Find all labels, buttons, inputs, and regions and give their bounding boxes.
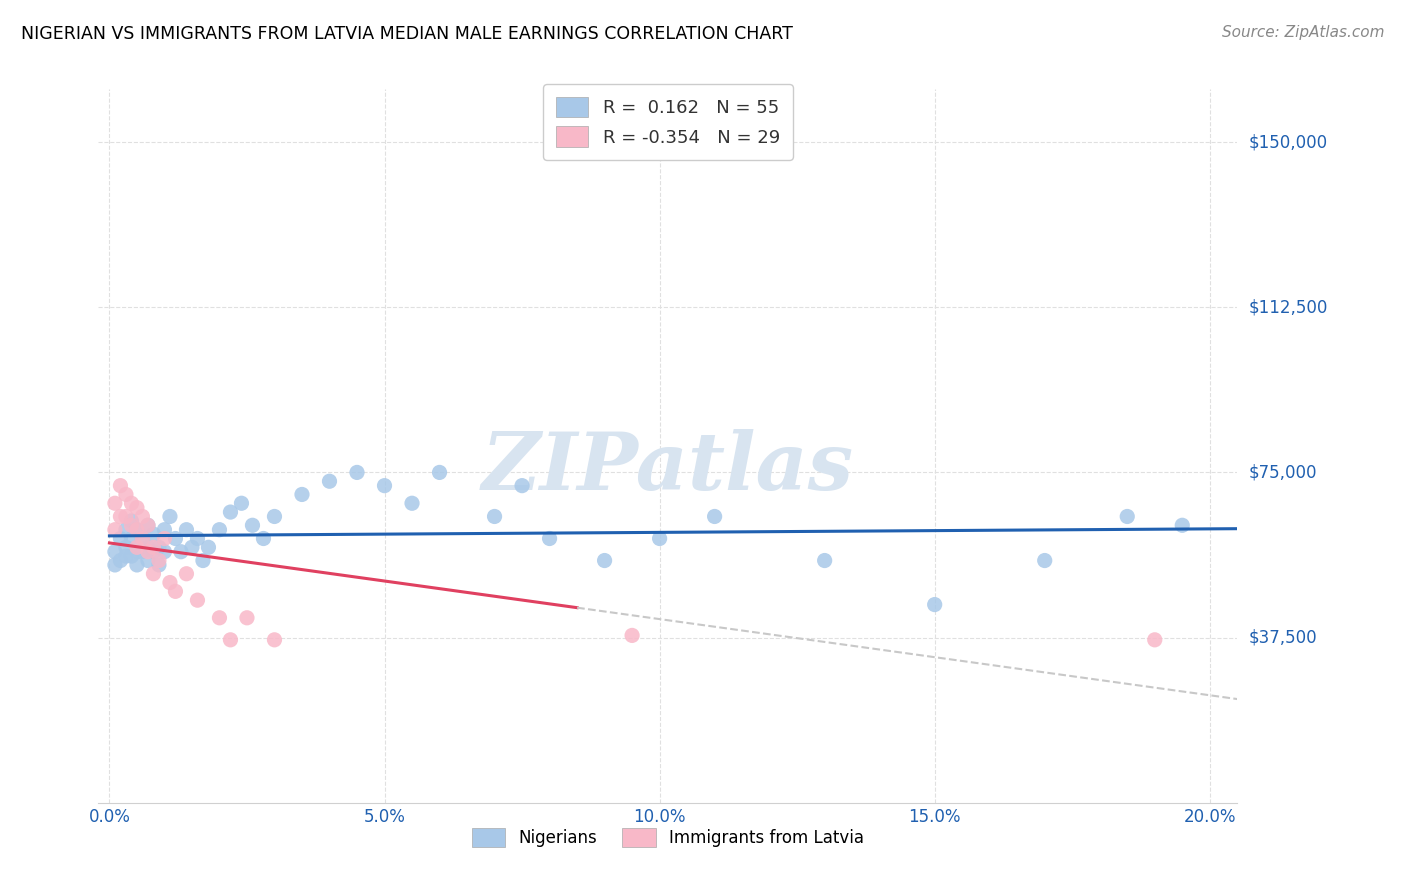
Point [115, 541, 138, 555]
Point [484, 509, 506, 524]
Point [159, 509, 181, 524]
Point [104, 558, 127, 572]
Point [104, 496, 127, 510]
Point [136, 518, 159, 533]
Text: ZIPatlas: ZIPatlas [482, 429, 853, 506]
Point [148, 558, 170, 572]
Point [148, 553, 170, 567]
Point [125, 541, 148, 555]
Point [373, 478, 395, 492]
Point [142, 566, 165, 581]
Point [1171, 518, 1194, 533]
Point [159, 575, 181, 590]
Point [104, 523, 127, 537]
Point [263, 632, 285, 647]
Point [120, 518, 142, 533]
Point [110, 478, 132, 492]
Point [1143, 632, 1166, 647]
Point [219, 505, 242, 519]
Point [191, 553, 214, 567]
Point [153, 545, 176, 559]
Point [115, 549, 138, 563]
Point [176, 566, 198, 581]
Point [148, 541, 170, 555]
Point [176, 523, 198, 537]
Point [208, 611, 231, 625]
Point [208, 523, 231, 537]
Point [115, 523, 138, 537]
Point [131, 545, 153, 559]
Text: NIGERIAN VS IMMIGRANTS FROM LATVIA MEDIAN MALE EARNINGS CORRELATION CHART: NIGERIAN VS IMMIGRANTS FROM LATVIA MEDIA… [21, 25, 793, 43]
Point [136, 518, 159, 533]
Point [242, 518, 264, 533]
Point [125, 523, 148, 537]
Point [110, 553, 132, 567]
Point [142, 545, 165, 559]
Point [1033, 553, 1056, 567]
Point [125, 558, 148, 572]
Point [181, 541, 204, 555]
Text: $37,500: $37,500 [1249, 629, 1317, 647]
Text: $150,000: $150,000 [1249, 133, 1327, 151]
Point [170, 545, 193, 559]
Point [401, 496, 423, 510]
Point [153, 523, 176, 537]
Point [346, 466, 368, 480]
Point [538, 532, 561, 546]
Point [110, 509, 132, 524]
Point [142, 527, 165, 541]
Point [186, 532, 208, 546]
Point [136, 541, 159, 555]
Point [429, 466, 451, 480]
Text: $112,500: $112,500 [1249, 298, 1327, 317]
Point [318, 475, 340, 489]
Text: Source: ZipAtlas.com: Source: ZipAtlas.com [1222, 25, 1385, 40]
Point [648, 532, 671, 546]
Point [197, 541, 219, 555]
Point [136, 545, 159, 559]
Point [153, 532, 176, 546]
Text: $75,000: $75,000 [1249, 464, 1317, 482]
Point [593, 553, 616, 567]
Point [120, 532, 142, 546]
Point [120, 514, 142, 528]
Point [263, 509, 285, 524]
Point [814, 553, 837, 567]
Point [510, 478, 533, 492]
Point [165, 584, 187, 599]
Point [186, 593, 208, 607]
Point [131, 532, 153, 546]
Point [115, 509, 138, 524]
Point [924, 598, 946, 612]
Point [104, 545, 127, 559]
Point [120, 496, 142, 510]
Point [125, 500, 148, 515]
Point [219, 632, 242, 647]
Point [236, 611, 259, 625]
Point [131, 532, 153, 546]
Point [110, 532, 132, 546]
Point [703, 509, 725, 524]
Point [231, 496, 253, 510]
Point [125, 523, 148, 537]
Point [252, 532, 274, 546]
Point [142, 541, 165, 555]
Point [131, 509, 153, 524]
Point [165, 532, 187, 546]
Point [291, 487, 314, 501]
Point [621, 628, 644, 642]
Point [136, 553, 159, 567]
Point [125, 545, 148, 559]
Point [120, 549, 142, 563]
Point [115, 487, 138, 501]
Legend: Nigerians, Immigrants from Latvia: Nigerians, Immigrants from Latvia [464, 819, 872, 855]
Point [1116, 509, 1139, 524]
